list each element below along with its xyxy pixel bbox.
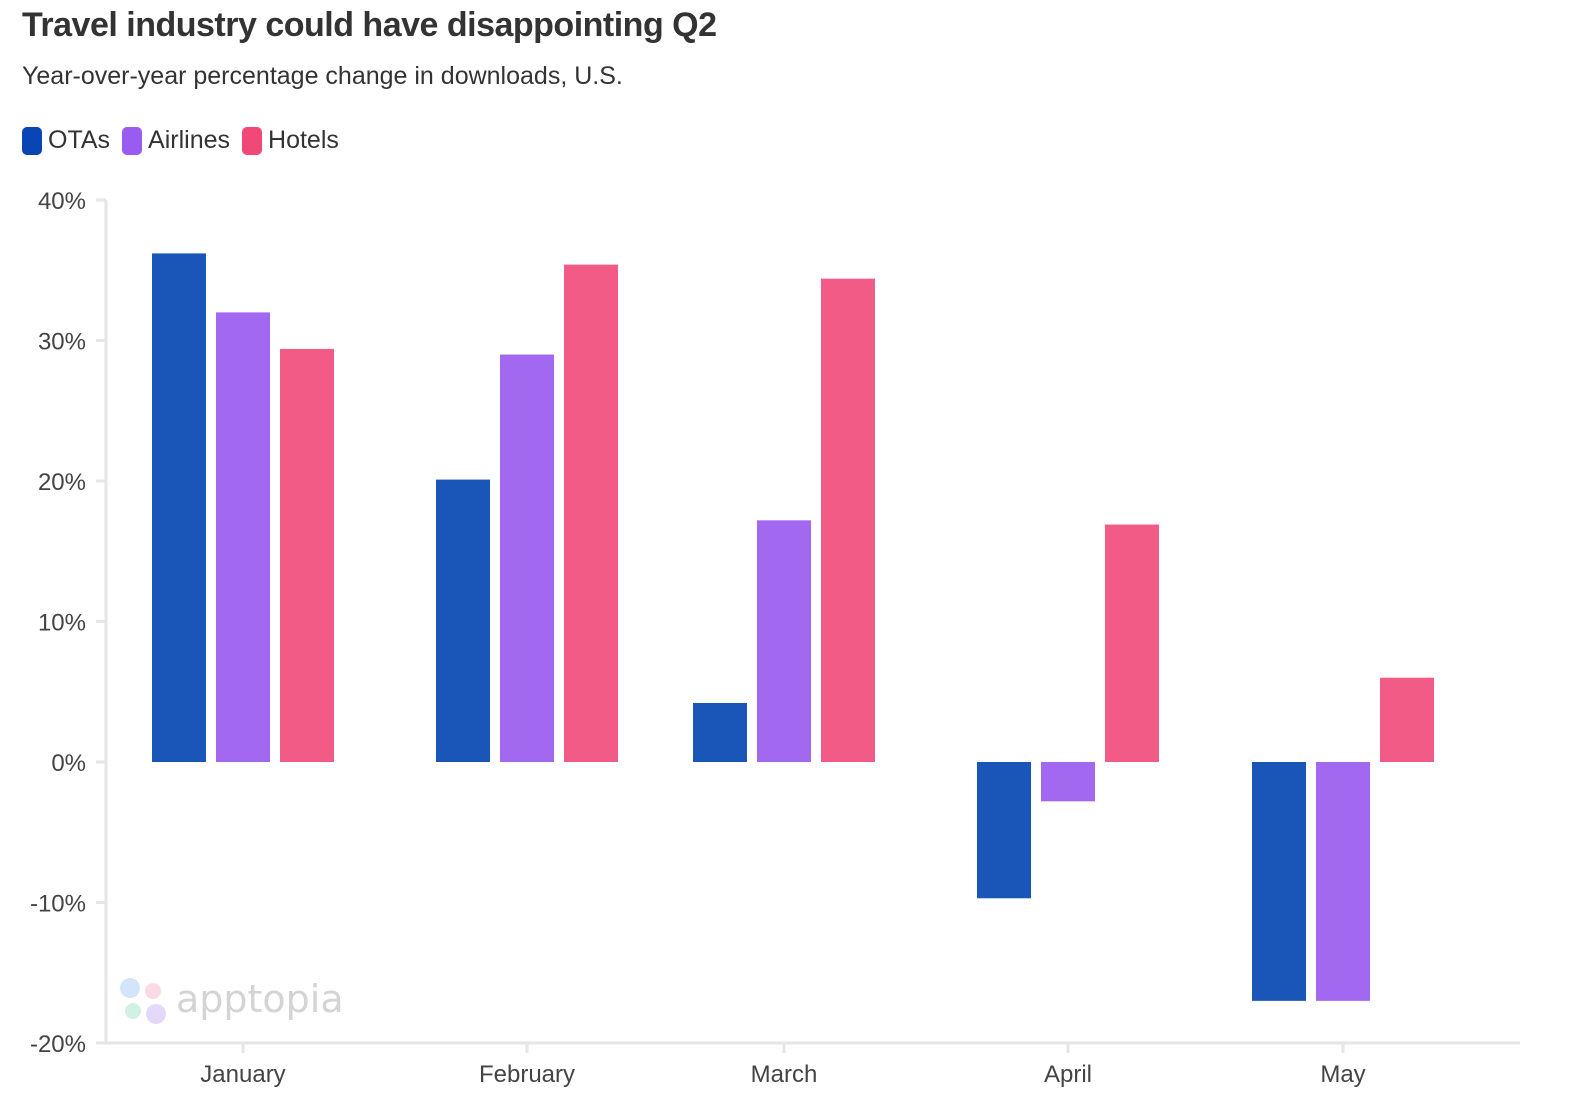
legend-label: OTAs [48,126,111,154]
apptopia-logo: apptopia [120,977,344,1024]
legend-swatch [242,126,263,155]
x-tick-label: February [479,1061,575,1088]
bar-hotels-march [821,278,875,762]
y-tick-label: 10% [38,610,86,637]
bar-airlines-february [500,354,554,762]
y-tick-label: 0% [51,750,86,777]
legend-swatch [122,126,143,155]
bar-otas-february [436,479,490,762]
bar-airlines-april [1041,762,1095,802]
bar-otas-march [693,702,747,762]
bar-airlines-january [216,312,270,762]
watermark-text: apptopia [176,977,344,1021]
y-tick-label: 40% [38,188,86,215]
y-tick-label: 30% [38,329,86,356]
y-tick-label: -10% [30,891,86,918]
bar-hotels-april [1105,524,1159,762]
chart-subtitle: Year-over-year percentage change in down… [22,62,623,90]
bar-hotels-february [564,264,618,762]
legend-swatch [22,126,42,155]
bar-hotels-january [280,348,334,762]
legend-item-airlines: Airlines [122,126,230,155]
legend: OTAs Airlines Hotels [22,126,339,155]
bar-otas-january [152,253,206,762]
bar-airlines-may [1316,762,1370,1001]
legend-item-hotels: Hotels [242,126,339,155]
chart-title: Travel industry could have disappointing… [22,6,717,44]
x-tick-label: May [1320,1061,1365,1088]
legend-label: Airlines [148,126,231,154]
bar-airlines-march [757,520,811,762]
legend-label: Hotels [268,126,339,154]
y-tick-label: -20% [30,1031,86,1058]
bar-otas-may [1252,762,1306,1001]
x-tick-label: January [200,1061,285,1088]
x-tick-label: April [1044,1061,1092,1088]
bar-otas-april [977,762,1031,899]
y-tick-label: 20% [38,469,86,496]
bar-hotels-may [1380,677,1434,762]
legend-item-otas: OTAs [22,126,110,155]
x-tick-label: March [751,1061,818,1088]
